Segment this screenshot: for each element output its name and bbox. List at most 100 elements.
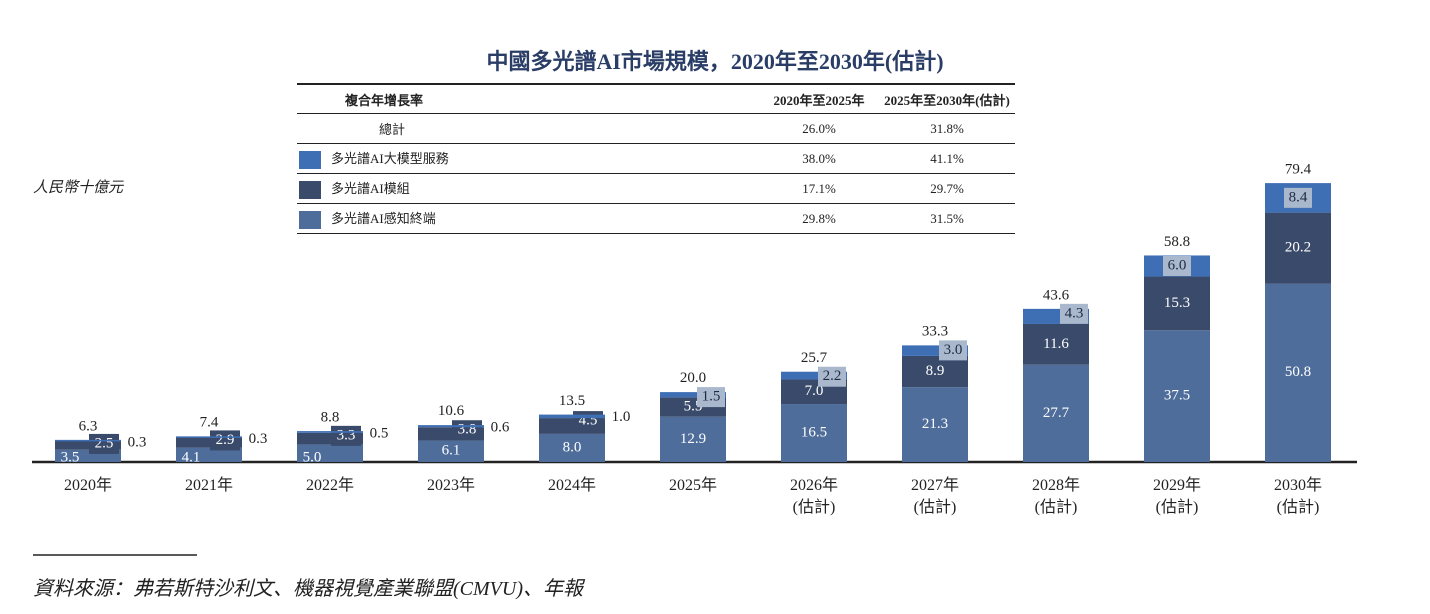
- cagr-cell: 41.1%: [879, 143, 1015, 174]
- total-label: 25.7: [801, 350, 828, 366]
- source: 資料來源：弗若斯特沙利文、機器視覺產業聯盟(CMVU)、年報: [33, 578, 583, 600]
- label-box: [1060, 303, 1088, 324]
- x-tick-label: 2025年: [668, 477, 717, 494]
- data-label: 2.9: [216, 432, 235, 448]
- legend-swatch: [299, 211, 321, 229]
- cagr-cell: 17.1%: [759, 173, 879, 204]
- data-label: 16.5: [801, 424, 827, 440]
- data-label: 20.2: [1285, 240, 1311, 256]
- data-label: 2.2: [823, 368, 842, 384]
- x-tick-label: 2023年: [426, 477, 475, 494]
- data-label: 1.5: [702, 389, 721, 405]
- bar-segment: [781, 404, 847, 462]
- bar-segment: [55, 440, 121, 450]
- header-cell: 複合年增長率: [297, 83, 759, 114]
- bar-segment: [539, 414, 605, 419]
- row-label: 多光譜AI大模型服務: [297, 143, 759, 174]
- bar-segment: [1265, 212, 1331, 284]
- header-cell: 2025年至2030年(估計): [879, 83, 1015, 114]
- data-label: 6.1: [442, 443, 461, 459]
- total-label: 33.3: [922, 323, 948, 339]
- row-label: 多光譜AI模組: [297, 173, 759, 204]
- data-label: 50.8: [1285, 364, 1311, 380]
- bar-segment: [297, 431, 363, 433]
- bar-segment: [1023, 323, 1089, 365]
- x-tick-label: 2028年 (估計): [1031, 477, 1080, 516]
- cagr-cell: 26.0%: [759, 113, 879, 144]
- data-label: 1.0: [612, 409, 631, 425]
- bar-segment: [902, 355, 968, 388]
- row-label: 總計: [297, 113, 759, 144]
- label-box: [818, 366, 846, 387]
- data-label: 6.0: [1168, 257, 1187, 273]
- legend-swatch: [299, 151, 321, 169]
- legend-swatch: [299, 181, 321, 199]
- data-label: 27.7: [1043, 405, 1070, 421]
- bar-segment: [1144, 330, 1210, 462]
- table-row: 多光譜AI感知終端 29.8% 31.5%: [297, 203, 1015, 234]
- bar-segment: [1265, 283, 1331, 462]
- cagr-cell: 29.7%: [879, 173, 1015, 204]
- bar-segment: [176, 437, 242, 448]
- total-label: 6.3: [79, 418, 98, 434]
- bar-segment: [297, 444, 363, 462]
- data-label: 0.3: [128, 434, 147, 450]
- cagr-cell: 31.8%: [879, 113, 1015, 144]
- total-label: 43.6: [1043, 287, 1070, 303]
- row-label: 多光譜AI感知終端: [297, 203, 759, 234]
- legend-label: 多光譜AI大模型服務: [331, 150, 449, 166]
- data-label: 2.5: [95, 435, 114, 451]
- x-tick-label: 2026年 (估計): [789, 477, 838, 516]
- bar-segment: [902, 387, 968, 462]
- data-label: 7.0: [805, 383, 824, 399]
- data-label: 8.4: [1289, 189, 1308, 205]
- total-label: 13.5: [559, 393, 585, 409]
- cagr-cell: 31.5%: [879, 203, 1015, 234]
- x-tick-label: 2024年: [547, 477, 596, 494]
- table-row: 多光譜AI模組 17.1% 29.7%: [297, 173, 1015, 204]
- bar-segment: [902, 345, 968, 356]
- label-box: [697, 387, 725, 408]
- bar-segment: [539, 433, 605, 462]
- data-label: 37.5: [1164, 388, 1190, 404]
- bar-segment: [55, 439, 121, 442]
- x-tick-label: 2027年 (估計): [910, 477, 959, 516]
- data-label: 5.0: [303, 449, 322, 465]
- total-label: 58.8: [1164, 234, 1190, 250]
- x-tick-label: 2030年 (估計): [1273, 477, 1322, 516]
- bar-segment: [418, 440, 484, 462]
- y-unit: 人民幣十億元: [33, 180, 124, 196]
- data-label: 0.6: [491, 420, 510, 436]
- bar-segment: [1023, 364, 1089, 462]
- legend-label: 多光譜AI模組: [331, 180, 410, 196]
- bar-segment: [418, 425, 484, 428]
- total-label: 20.0: [680, 370, 706, 386]
- table-row: 多光譜AI大模型服務 38.0% 41.1%: [297, 143, 1015, 174]
- data-label: 3.0: [944, 342, 963, 358]
- total-label: 7.4: [200, 414, 219, 430]
- data-label: 11.6: [1043, 336, 1069, 352]
- data-label: 4.3: [1065, 305, 1084, 321]
- header-cell: 2020年至2025年: [759, 83, 879, 114]
- bar-segment: [176, 436, 242, 438]
- bar-segment: [660, 392, 726, 398]
- data-label: 8.9: [926, 363, 945, 379]
- bar-segment: [297, 432, 363, 445]
- data-label: 12.9: [680, 431, 706, 447]
- data-label: 3.8: [458, 422, 477, 438]
- chart-title: 中國多光譜AI市場規模，2020年至2030年(估計): [486, 49, 944, 74]
- legend-label: 多光譜AI感知終端: [331, 210, 436, 226]
- data-label: 21.3: [922, 416, 948, 432]
- x-tick-label: 2022年: [305, 477, 354, 494]
- label-box: [89, 433, 119, 454]
- bar-segment: [781, 371, 847, 380]
- data-label: 3.3: [337, 427, 356, 443]
- data-label: 15.3: [1164, 295, 1190, 311]
- cagr-table: 複合年增長率 2020年至2025年 2025年至2030年(估計) 總計 26.0% 3…: [297, 83, 1015, 234]
- label-box: [1163, 256, 1191, 277]
- data-label: 3.5: [61, 449, 80, 465]
- x-tick-label: 2029年 (估計): [1152, 477, 1201, 516]
- data-label: 0.3: [249, 431, 268, 447]
